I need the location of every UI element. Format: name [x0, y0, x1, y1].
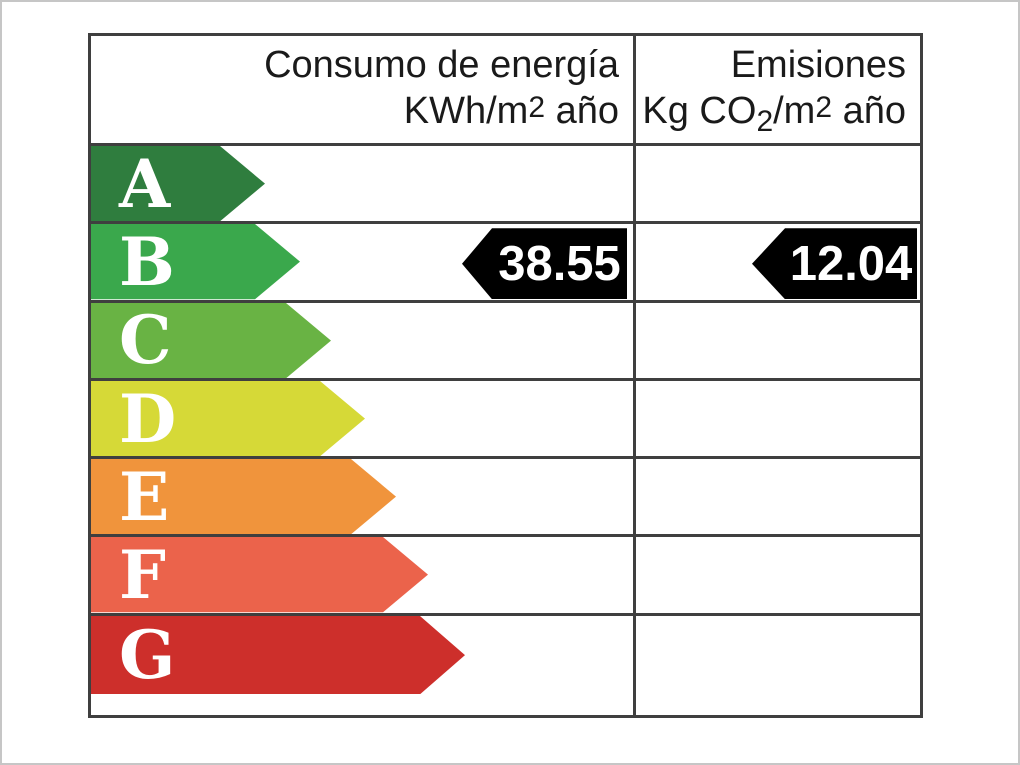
emissions-unit-post: año: [832, 90, 906, 132]
emissions-value-arrow: 12.04: [752, 228, 917, 300]
header-consumption-line1: Consumo de energía: [264, 44, 619, 86]
rating-arrow: [91, 146, 265, 222]
rating-rows: A B 38.55 12.04 C D E F G: [91, 144, 920, 695]
energy-rating-table: Consumo de energía KWh/m2 año Emisiones …: [88, 33, 923, 718]
emissions-value: 12.04: [789, 236, 913, 291]
table-content: Consumo de energía KWh/m2 año Emisiones …: [91, 36, 920, 715]
rating-letter: B: [119, 222, 175, 301]
consumption-unit-superscript-2: 2: [528, 91, 546, 124]
header-emissions-line2: Kg CO2/m2 año: [642, 88, 906, 138]
header-emissions: Emisiones Kg CO2/m2 año: [633, 36, 920, 143]
rating-row-b: B 38.55 12.04: [91, 222, 920, 303]
rating-arrow: [91, 224, 300, 300]
emissions-unit-pre: Kg CO: [642, 90, 757, 132]
consumption-value-arrow: 38.55: [462, 228, 627, 300]
rating-letter: D: [119, 379, 177, 458]
rating-arrow: [91, 380, 365, 457]
rating-letter: G: [119, 615, 176, 694]
rating-letter: F: [119, 536, 166, 615]
rating-letter: E: [119, 457, 170, 536]
consumption-unit-post: año: [545, 90, 619, 132]
consumption-unit-pre: KWh/m: [403, 90, 529, 132]
emissions-unit-superscript-2: 2: [815, 91, 833, 124]
header-consumption: Consumo de energía KWh/m2 año: [91, 36, 633, 143]
rating-arrow: [91, 459, 396, 535]
rating-row-a: A: [91, 144, 920, 225]
rating-letter: A: [119, 144, 171, 223]
consumption-value: 38.55: [498, 236, 621, 291]
emissions-unit-subscript-2: 2: [756, 105, 774, 138]
rating-arrow: [91, 615, 465, 695]
rating-row-f: F: [91, 536, 920, 616]
rating-arrow: [91, 537, 428, 613]
rating-row-c: C: [91, 301, 920, 381]
rating-arrow: [91, 302, 331, 378]
rating-letter: C: [119, 301, 172, 380]
column-divider: [633, 36, 636, 715]
emissions-unit-mid: /m: [773, 90, 816, 132]
rating-row-e: E: [91, 457, 920, 538]
header-emissions-line1: Emisiones: [730, 44, 906, 86]
rating-row-g: G: [91, 615, 920, 695]
rating-row-d: D: [91, 379, 920, 460]
header-consumption-line2: KWh/m2 año: [404, 88, 619, 137]
table-header: Consumo de energía KWh/m2 año Emisiones …: [91, 36, 920, 146]
